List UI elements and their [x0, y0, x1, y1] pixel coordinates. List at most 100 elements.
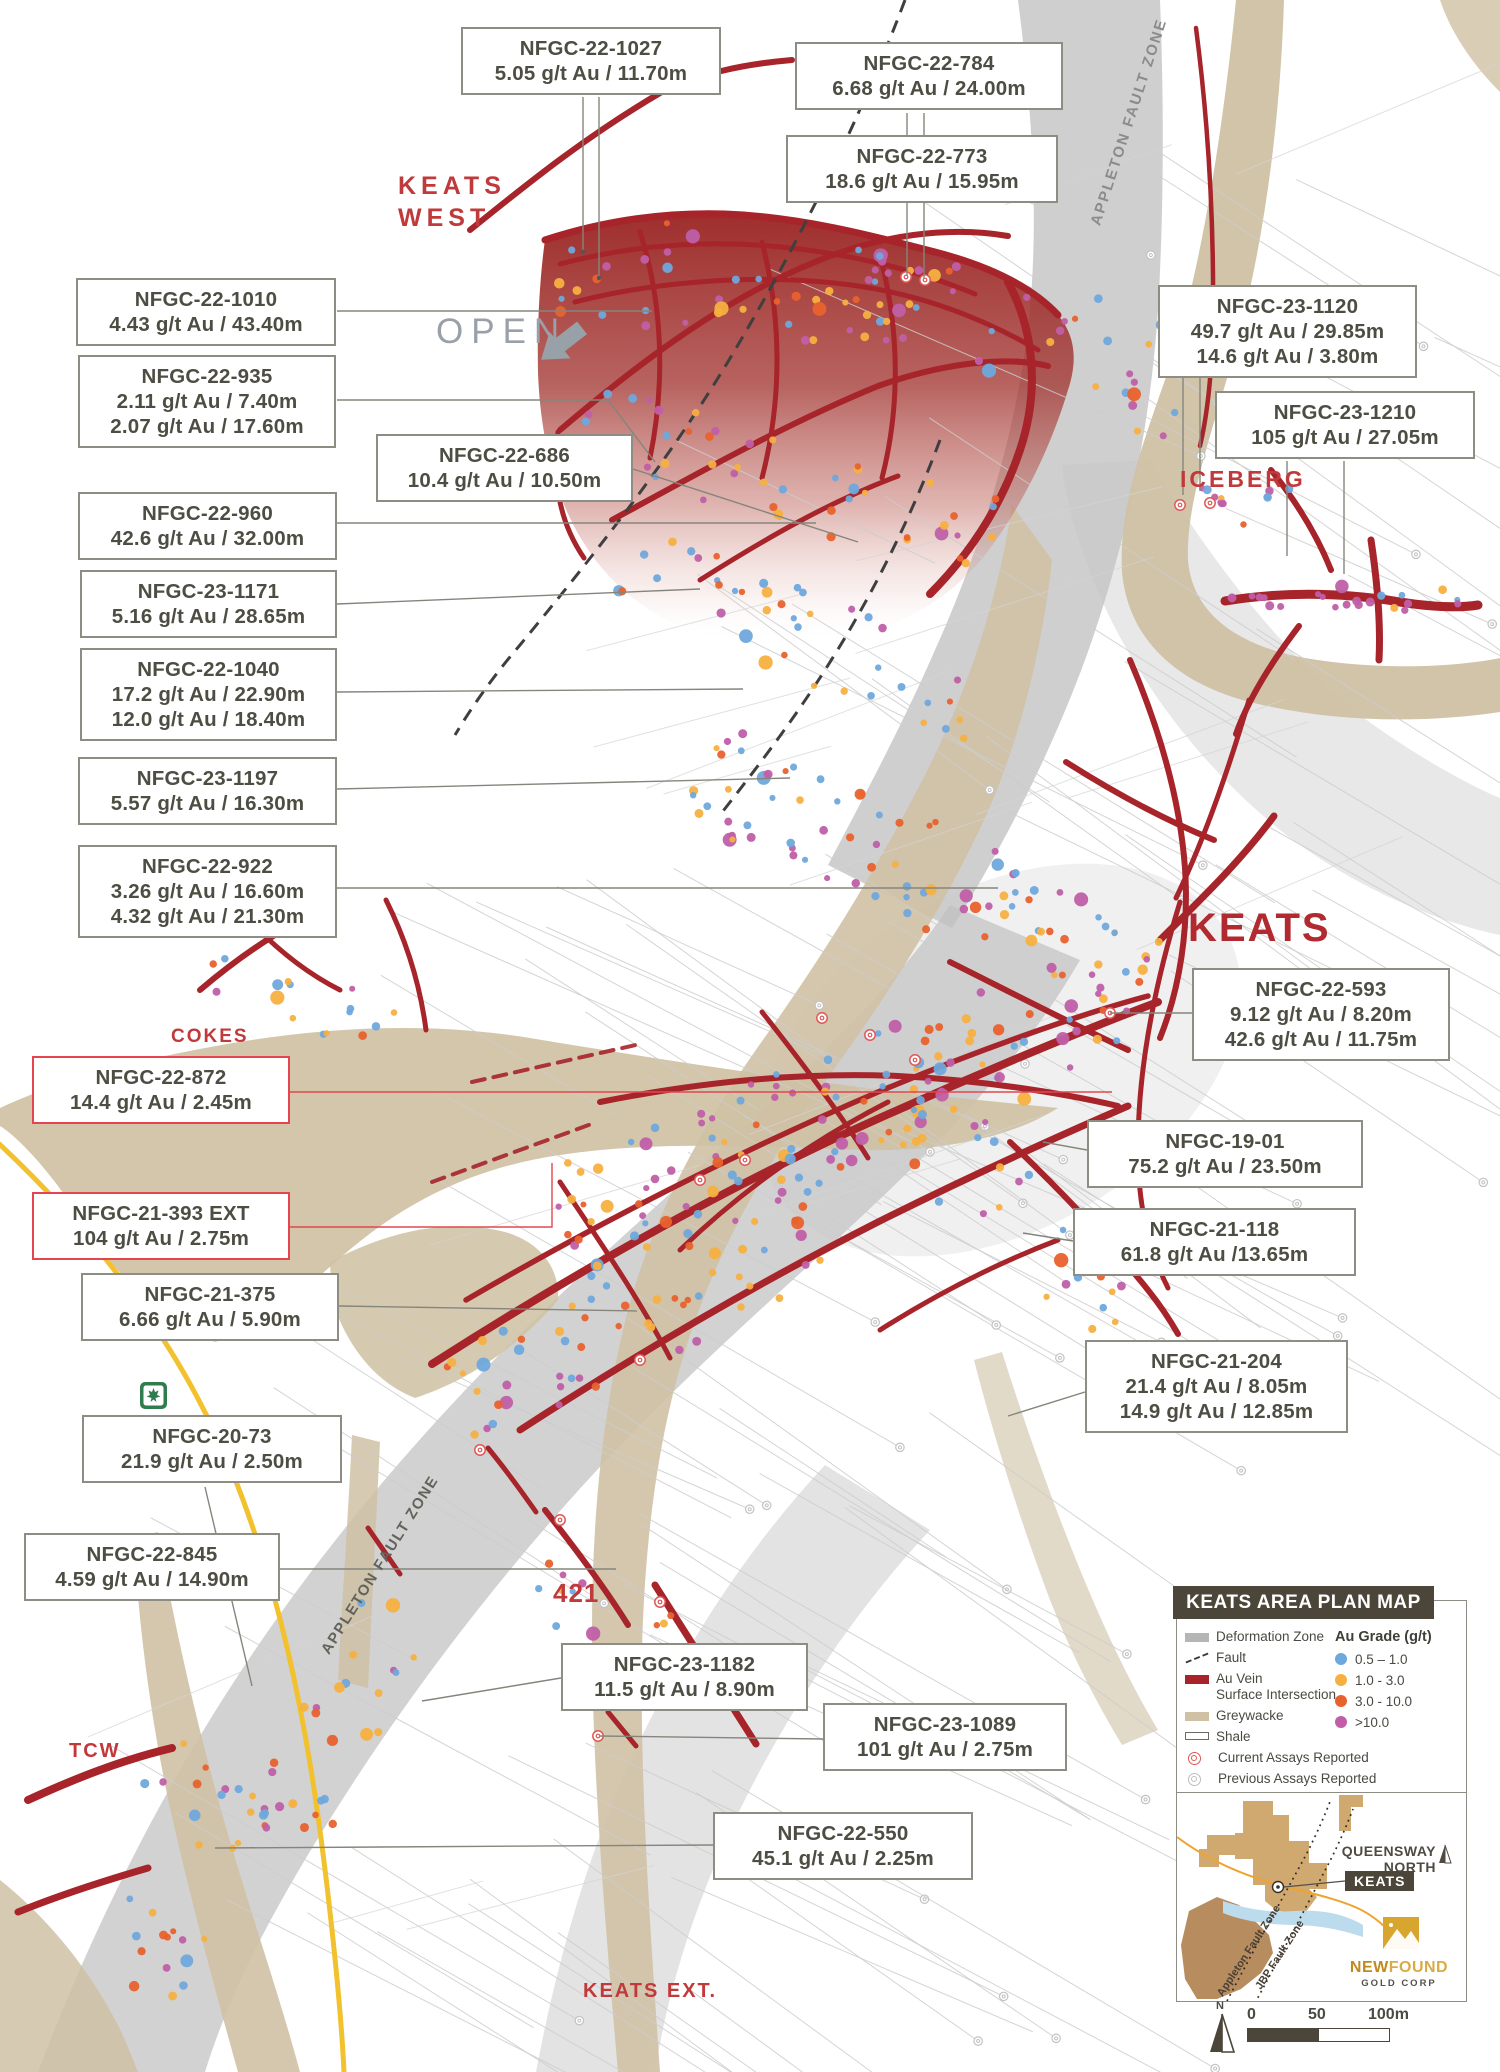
- legend-item: Greywacke: [1185, 1708, 1335, 1724]
- assay-callout: NFGC-22-1010 4.43 g/t Au / 43.40m: [76, 278, 336, 346]
- legend-item-label: Greywacke: [1216, 1708, 1284, 1723]
- assay-results: 6.66 g/t Au / 5.90m: [119, 1308, 301, 1331]
- label-iceberg: ICEBERG: [1180, 466, 1306, 492]
- drillhole-id: NFGC-22-922: [142, 855, 273, 878]
- grade-label: >10.0: [1355, 1715, 1390, 1730]
- scale-100: 100m: [1368, 2006, 1409, 2023]
- assay-results: 21.4 g/t Au / 8.05m 14.9 g/t Au / 12.85m: [1119, 1375, 1314, 1423]
- legend-grade-list: Au Grade (g/t) 0.5 – 1.0 1.0 - 3.0 3.0 -…: [1335, 1629, 1460, 1792]
- inset-land: [1199, 1795, 1363, 1913]
- grade-dot-icon: [1335, 1653, 1347, 1665]
- label-keats-ext: KEATS EXT.: [583, 1980, 718, 2002]
- drillhole-id: NFGC-23-1171: [137, 580, 280, 603]
- drillhole-id: NFGC-20-73: [152, 1425, 272, 1448]
- drillhole-id: NFGC-21-375: [144, 1283, 276, 1306]
- legend-item: Deformation Zone: [1185, 1629, 1335, 1645]
- assay-callout: NFGC-23-1089 101 g/t Au / 2.75m: [823, 1703, 1067, 1771]
- assay-callout: NFGC-22-960 42.6 g/t Au / 32.00m: [78, 492, 337, 560]
- assay-results: 3.26 g/t Au / 16.60m 4.32 g/t Au / 21.30m: [110, 880, 305, 928]
- drillhole-id: NFGC-22-550: [777, 1822, 909, 1845]
- drillhole-id: NFGC-22-593: [1255, 978, 1387, 1001]
- assay-results: 105 g/t Au / 27.05m: [1251, 426, 1439, 449]
- assay-callout: NFGC-22-784 6.68 g/t Au / 24.00m: [795, 42, 1063, 110]
- assay-callout: NFGC-23-1210 105 g/t Au / 27.05m: [1215, 391, 1475, 459]
- assay-callout: NFGC-22-593 9.12 g/t Au / 8.20m 42.6 g/t …: [1192, 968, 1450, 1061]
- legend-item-label: Previous Assays Reported: [1218, 1771, 1377, 1786]
- assay-results: 5.57 g/t Au / 16.30m: [110, 792, 305, 815]
- assay-results: 5.16 g/t Au / 28.65m: [111, 605, 306, 628]
- label-keats: KEATS: [1188, 906, 1331, 950]
- drillhole-id: NFGC-22-686: [439, 444, 570, 467]
- assay-callout: NFGC-22-872 14.4 g/t Au / 2.45m: [32, 1056, 290, 1124]
- brand-found: FOUND: [1388, 1959, 1449, 1976]
- open-arrow-icon: [541, 321, 587, 360]
- legend-item-label: Fault: [1216, 1650, 1247, 1665]
- brand-logo: NEWFOUND GOLD CORP: [1344, 1917, 1454, 1989]
- legend-item-label: Au Vein Surface Intersection: [1216, 1671, 1337, 1702]
- brand-mountain-icon: [1383, 1917, 1419, 1949]
- inset-map-canvas: [1177, 1795, 1452, 2001]
- legend-swatch: [1188, 1773, 1201, 1786]
- assay-results: 101 g/t Au / 2.75m: [856, 1738, 1034, 1761]
- north-arrow-icon: [1210, 2013, 1236, 2053]
- label-tcw: TCW: [69, 1740, 121, 1762]
- assay-results: 61.8 g/t Au /13.65m: [1120, 1243, 1309, 1266]
- label-421: 421: [553, 1578, 600, 1608]
- drillhole-id: NFGC-22-773: [856, 145, 988, 168]
- assay-callout: NFGC-19-01 75.2 g/t Au / 23.50m: [1087, 1120, 1363, 1188]
- grade-label: 1.0 - 3.0: [1355, 1673, 1405, 1688]
- assay-results: 9.12 g/t Au / 8.20m 42.6 g/t Au / 11.75m: [1224, 1003, 1418, 1051]
- inset-map: QUEENSWAY NORTH KEATS Appleton Fault Zon…: [1176, 1792, 1467, 2002]
- inset-keats-chip: KEATS: [1345, 1871, 1415, 1891]
- legend-item-label: Deformation Zone: [1216, 1629, 1325, 1644]
- legend-swatch: [1185, 1732, 1209, 1740]
- label-cokes: COKES: [171, 1026, 249, 1047]
- assay-callout: NFGC-22-1040 17.2 g/t Au / 22.90m 12.0 g/…: [80, 648, 337, 741]
- drillhole-id: NFGC-21-118: [1149, 1218, 1280, 1241]
- inset-mini-north-icon: [1439, 1844, 1452, 1864]
- grade-item: >10.0: [1335, 1715, 1460, 1731]
- assay-results: 104 g/t Au / 2.75m: [72, 1227, 250, 1250]
- park-maple-leaf-icon: [140, 1382, 167, 1409]
- scale-bar-area: N 0 50 100m: [1190, 2000, 1470, 2064]
- grade-dot-icon: [1335, 1716, 1347, 1728]
- assay-results: 49.7 g/t Au / 29.85m 14.6 g/t Au / 3.80m: [1190, 320, 1385, 368]
- scale-50: 50: [1308, 2006, 1326, 2023]
- drillhole-id: NFGC-23-1210: [1273, 401, 1417, 424]
- assay-results: 2.11 g/t Au / 7.40m 2.07 g/t Au / 17.60m: [110, 390, 304, 438]
- legend-item: Fault: [1185, 1650, 1335, 1666]
- assay-callout: NFGC-21-393 EXT 104 g/t Au / 2.75m: [32, 1192, 290, 1260]
- grade-label: 3.0 - 10.0: [1355, 1694, 1413, 1709]
- assay-callout: NFGC-23-1182 11.5 g/t Au / 8.90m: [561, 1643, 808, 1711]
- grade-item: 3.0 - 10.0: [1335, 1694, 1460, 1710]
- assay-results: 10.4 g/t Au / 10.50m: [407, 469, 602, 492]
- drillhole-id: NFGC-22-872: [95, 1066, 227, 1089]
- scale-bar: [1247, 2028, 1390, 2042]
- legend-swatch: [1188, 1752, 1201, 1765]
- assay-callout: NFGC-23-1171 5.16 g/t Au / 28.65m: [80, 570, 337, 638]
- drillhole-id: NFGC-23-1182: [613, 1653, 756, 1676]
- drillhole-id: NFGC-22-845: [86, 1543, 218, 1566]
- scale-0: 0: [1247, 2006, 1256, 2023]
- brand-sub: GOLD CORP: [1361, 1978, 1437, 1989]
- drillhole-id: NFGC-23-1197: [136, 767, 279, 790]
- assay-callout: NFGC-22-935 2.11 g/t Au / 7.40m 2.07 g/t …: [78, 355, 336, 448]
- brand-new: NEW: [1349, 1959, 1389, 1976]
- drillhole-id: NFGC-23-1120: [1216, 295, 1359, 318]
- inset-water: [1223, 1901, 1363, 1937]
- inset-road: [1177, 1836, 1388, 1930]
- assay-callout: NFGC-22-922 3.26 g/t Au / 16.60m 4.32 g/t…: [78, 845, 337, 938]
- legend-swatch: [1185, 1712, 1209, 1721]
- assay-results: 4.59 g/t Au / 14.90m: [55, 1568, 249, 1591]
- drillhole-id: NFGC-22-960: [142, 502, 273, 525]
- legend-swatch: [1185, 1675, 1209, 1684]
- label-keats-west: KEATS WEST: [398, 172, 506, 232]
- drillhole-id: NFGC-21-393 EXT: [72, 1202, 250, 1225]
- assay-results: 4.43 g/t Au / 43.40m: [109, 313, 303, 336]
- label-open: OPEN: [436, 312, 568, 351]
- inset-land-south: [1181, 1897, 1273, 1999]
- drillhole-id: NFGC-21-204: [1151, 1350, 1282, 1373]
- assay-callout: NFGC-22-550 45.1 g/t Au / 2.25m: [713, 1812, 973, 1880]
- assay-callout: NFGC-20-73 21.9 g/t Au / 2.50m: [82, 1415, 342, 1483]
- assay-callout: NFGC-22-1027 5.05 g/t Au / 11.70m: [461, 27, 721, 95]
